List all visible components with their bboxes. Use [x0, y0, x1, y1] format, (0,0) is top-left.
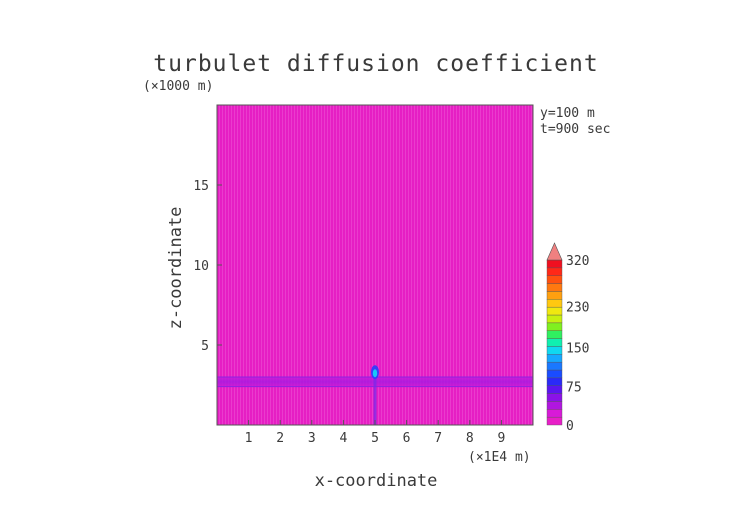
x-tick-label-5: 5 — [371, 431, 379, 446]
x-axis-label: x-coordinate — [315, 471, 438, 491]
colorbar-swatch-10 — [546, 338, 563, 347]
chart-title: turbulet diffusion coefficient — [153, 51, 598, 77]
x-tick-label-4: 4 — [339, 431, 347, 446]
x-tick-label-9: 9 — [497, 431, 505, 446]
colorbar-swatch-11 — [546, 330, 563, 339]
info-line-2: t=900 sec — [540, 122, 610, 137]
colorbar-swatch-6 — [546, 369, 563, 379]
colorbar-label-0: 0 — [566, 419, 574, 434]
colorbar-label-75: 75 — [566, 380, 582, 395]
colorbar-swatch-13 — [546, 314, 563, 324]
colorbar-label-320: 320 — [566, 254, 589, 269]
colorbar-swatch-5 — [546, 377, 563, 386]
y-unit-label: (×1000 m) — [143, 79, 213, 94]
colorbar: 0 75 150 230 320 — [546, 242, 589, 434]
colorbar-swatch-15 — [546, 299, 563, 308]
y-axis-label: z-coordinate — [166, 207, 186, 330]
x-tick-label-6: 6 — [403, 431, 411, 446]
x-tick-label-1: 1 — [245, 431, 253, 446]
colorbar-swatch-19 — [546, 267, 563, 276]
colorbar-extend-arrow — [546, 242, 563, 261]
info-line-1: y=100 m — [540, 106, 595, 121]
colorbar-swatch-18 — [546, 275, 563, 284]
x-tick-label-3: 3 — [308, 431, 316, 446]
axes: 1 2 3 4 5 6 7 8 9 5 10 15 — [193, 104, 534, 446]
x-unit-label: (×1E4 m) — [468, 450, 531, 465]
colorbar-swatch-9 — [546, 346, 563, 355]
x-tick-label-2: 2 — [276, 431, 284, 446]
peak-inner-2 — [372, 369, 378, 378]
x-tick-label-8: 8 — [466, 431, 474, 446]
colorbar-label-150: 150 — [566, 342, 589, 357]
colorbar-swatch-8 — [546, 354, 563, 363]
colorbar-swatch-16 — [546, 291, 563, 300]
y-tick-label-10: 10 — [193, 259, 209, 274]
x-tick-label-7: 7 — [434, 431, 442, 446]
colorbar-swatch-14 — [546, 306, 563, 316]
colorbar-swatch-12 — [546, 322, 563, 331]
plume-1 — [373, 367, 377, 425]
colorbar-swatch-7 — [546, 361, 563, 371]
colorbar-swatch-17 — [546, 283, 563, 292]
colorbar-swatch-0 — [546, 416, 563, 426]
colorbar-swatch-20 — [546, 259, 563, 269]
colorbar-swatch-4 — [546, 385, 563, 394]
colorbar-label-230: 230 — [566, 300, 589, 315]
plot-area — [217, 105, 533, 425]
colorbar-swatch-2 — [546, 401, 563, 410]
y-tick-label-5: 5 — [201, 339, 209, 354]
colorbar-swatch-1 — [546, 409, 563, 418]
colorbar-swatch-3 — [546, 393, 563, 402]
y-tick-label-15: 15 — [193, 179, 209, 194]
